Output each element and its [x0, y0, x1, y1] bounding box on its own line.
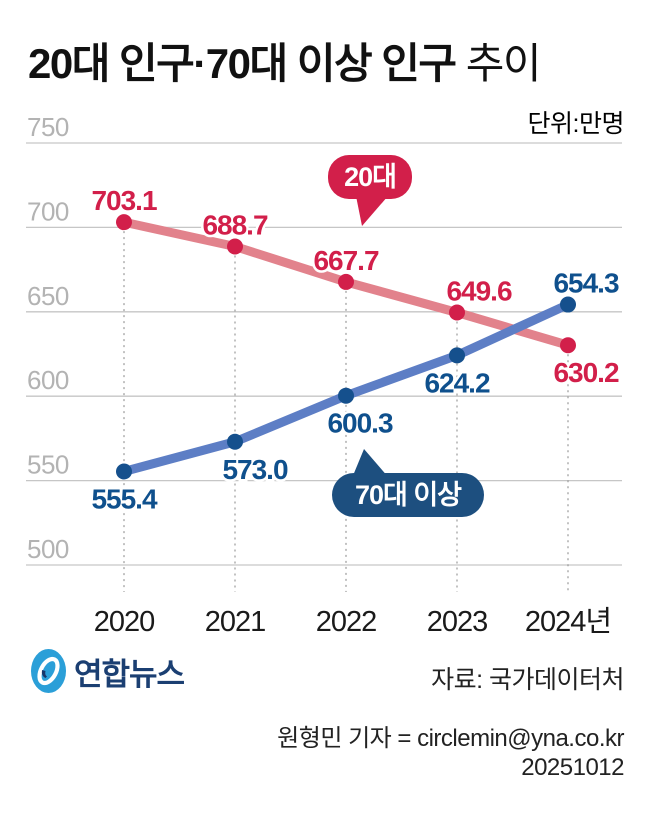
page-title-suffix: 추이: [455, 40, 542, 87]
data-point: [338, 273, 354, 290]
data-point-label: 649.6: [446, 275, 511, 306]
x-axis-label: 2020: [94, 606, 155, 638]
series-badge: [332, 473, 484, 517]
x-axis-label: 2022: [316, 606, 377, 638]
yonhap-logo: 연합뉴스: [30, 648, 185, 694]
data-point-label: 630.2: [553, 357, 618, 388]
y-tick-label: 750: [27, 112, 69, 142]
x-axis-label: 2021: [205, 606, 266, 638]
publish-date: 20251012: [521, 754, 624, 781]
series-badge-label: 20대: [344, 162, 396, 192]
page-title-main: 20대 인구·70대 이상 인구: [28, 40, 457, 87]
data-point-label: 624.2: [424, 367, 489, 398]
y-tick-label: 500: [27, 534, 69, 564]
data-point-label: 600.3: [327, 408, 392, 439]
data-point: [449, 347, 465, 364]
data-point: [560, 296, 576, 313]
data-point-label: 688.7: [202, 209, 267, 240]
yonhap-logo-icon: [31, 649, 66, 693]
population-trend-chart: 750 700 650 600 550 500 2020 2021 2022 2023 2024년 7…: [26, 112, 622, 638]
data-point-label: 573.0: [222, 454, 287, 485]
x-axis-label: 2024년: [525, 606, 611, 638]
data-point-label: 555.4: [91, 483, 157, 514]
series-badge-label: 70대 이상: [355, 480, 462, 510]
data-point: [227, 238, 243, 255]
yonhap-logo-text: 연합뉴스: [74, 656, 185, 692]
series-badge-tail: [352, 449, 389, 478]
credits-block: 원형민 기자 = circlemin@yna.co.kr 20251012: [277, 724, 624, 782]
source-text: 자료: 국가데이터처: [431, 666, 624, 694]
data-point: [560, 337, 576, 354]
series-badge: [328, 155, 412, 199]
y-tick-label: 550: [27, 450, 69, 480]
data-point-label: 654.3: [553, 268, 618, 299]
series-badge-tail: [356, 196, 388, 226]
data-point: [227, 433, 243, 450]
y-tick-label: 600: [27, 365, 69, 395]
data-point: [116, 214, 132, 231]
data-point: [116, 463, 132, 480]
reporter-credit: 원형민 기자 = circlemin@yna.co.kr: [277, 725, 624, 752]
y-tick-label: 650: [27, 281, 69, 311]
data-point-label: 667.7: [313, 245, 378, 276]
y-tick-label: 700: [27, 196, 69, 226]
x-axis-label: 2023: [427, 606, 488, 638]
data-point-label: 703.1: [91, 185, 156, 216]
unit-label: 단위:만명: [527, 110, 625, 138]
data-point: [338, 387, 354, 404]
data-point: [449, 304, 465, 321]
page-title: 20대 인구·70대 이상 인구 추이: [28, 30, 542, 91]
